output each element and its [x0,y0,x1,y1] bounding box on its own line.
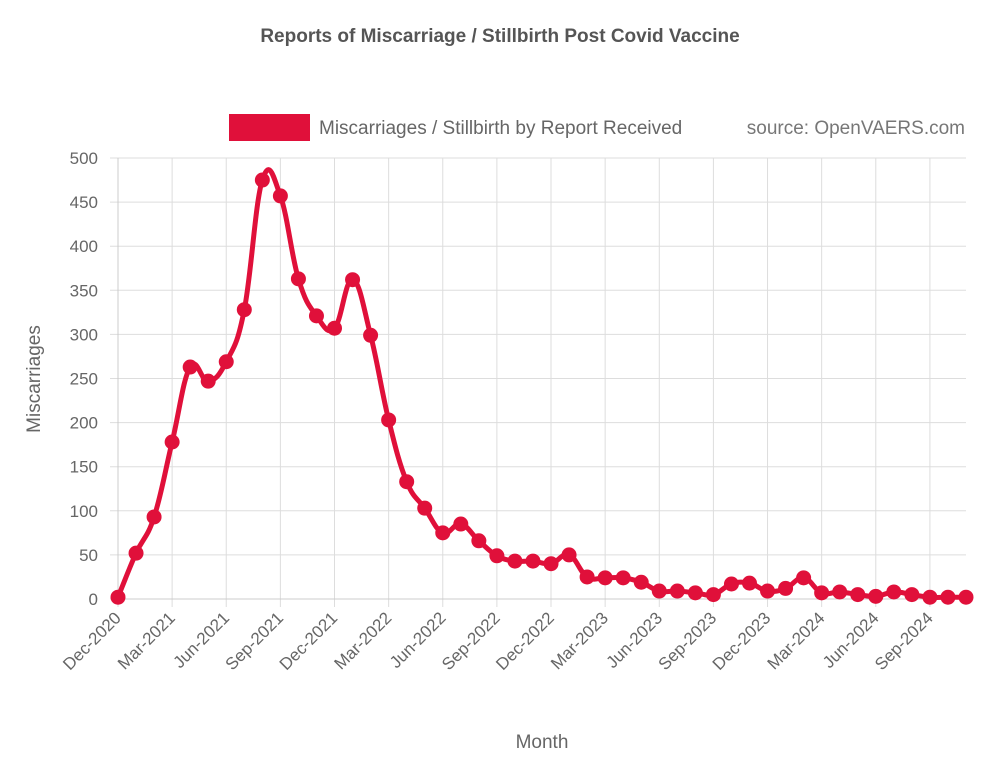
y-tick-label: 0 [89,590,98,609]
x-tick-label: Dec-2022 [492,608,558,674]
data-point [182,359,198,375]
y-tick-label: 100 [70,502,98,521]
x-tick-label: Sep-2023 [655,608,721,674]
data-point [110,589,126,605]
source-note: source: OpenVAERS.com [747,118,965,139]
x-tick-label: Dec-2023 [709,608,775,674]
data-point [254,172,270,188]
data-point [146,509,162,525]
data-point [399,474,415,490]
data-point [561,547,577,563]
data-point [796,570,812,586]
data-point [200,373,216,389]
y-tick-label: 50 [79,546,98,565]
data-point [705,587,721,603]
x-tick-label: Mar-2024 [764,608,829,673]
data-point [381,412,397,428]
x-tick-label: Dec-2020 [59,608,125,674]
data-point [218,354,234,370]
data-point [128,545,144,561]
data-point [471,533,487,549]
data-point [669,583,685,599]
data-point [363,327,379,343]
data-point [345,272,361,288]
data-point [489,548,505,564]
x-tick-label: Dec-2021 [276,608,342,674]
data-point [290,271,306,287]
data-point [814,585,830,601]
y-tick-label: 400 [70,237,98,256]
x-tick-label: Mar-2023 [547,608,612,673]
data-point [164,434,180,450]
data-point [904,587,920,603]
y-axis-title: Miscarriages [24,325,45,433]
data-point [507,553,523,569]
data-point [651,583,667,599]
data-point [940,589,956,605]
data-point [633,574,649,590]
data-point [272,188,288,204]
data-point [723,576,739,592]
y-tick-label: 450 [70,193,98,212]
data-point [327,320,343,336]
legend-label: Miscarriages / Stillbirth by Report Rece… [319,118,682,139]
data-point [615,570,631,586]
data-point [958,589,974,605]
data-point [778,580,794,596]
x-tick-label: Mar-2021 [114,608,179,673]
chart-title: Reports of Miscarriage / Stillbirth Post… [260,26,740,47]
data-point [308,308,324,324]
y-tick-label: 350 [70,281,98,300]
x-tick-label: Sep-2024 [871,608,937,674]
y-tick-label: 250 [70,370,98,389]
x-axis-title: Month [516,732,569,753]
data-point [741,575,757,591]
data-point [868,588,884,604]
x-tick-label: Mar-2022 [331,608,396,673]
data-point [417,500,433,516]
y-tick-label: 200 [70,414,98,433]
data-point [922,589,938,605]
data-point [435,525,451,541]
data-point [579,569,595,585]
y-tick-label: 150 [70,458,98,477]
data-point [687,585,703,601]
x-tick-label: Sep-2022 [438,608,504,674]
y-tick-label: 500 [70,149,98,168]
data-point [597,570,613,586]
data-point [760,583,776,599]
x-tick-label: Sep-2021 [222,608,288,674]
data-point [453,516,469,532]
legend-swatch [229,114,310,141]
series-line [115,167,966,600]
data-point [850,587,866,603]
data-point [525,553,541,569]
data-point [236,302,252,318]
data-point [886,584,902,600]
data-point [832,584,848,600]
y-tick-label: 300 [70,325,98,344]
data-point [543,556,559,572]
